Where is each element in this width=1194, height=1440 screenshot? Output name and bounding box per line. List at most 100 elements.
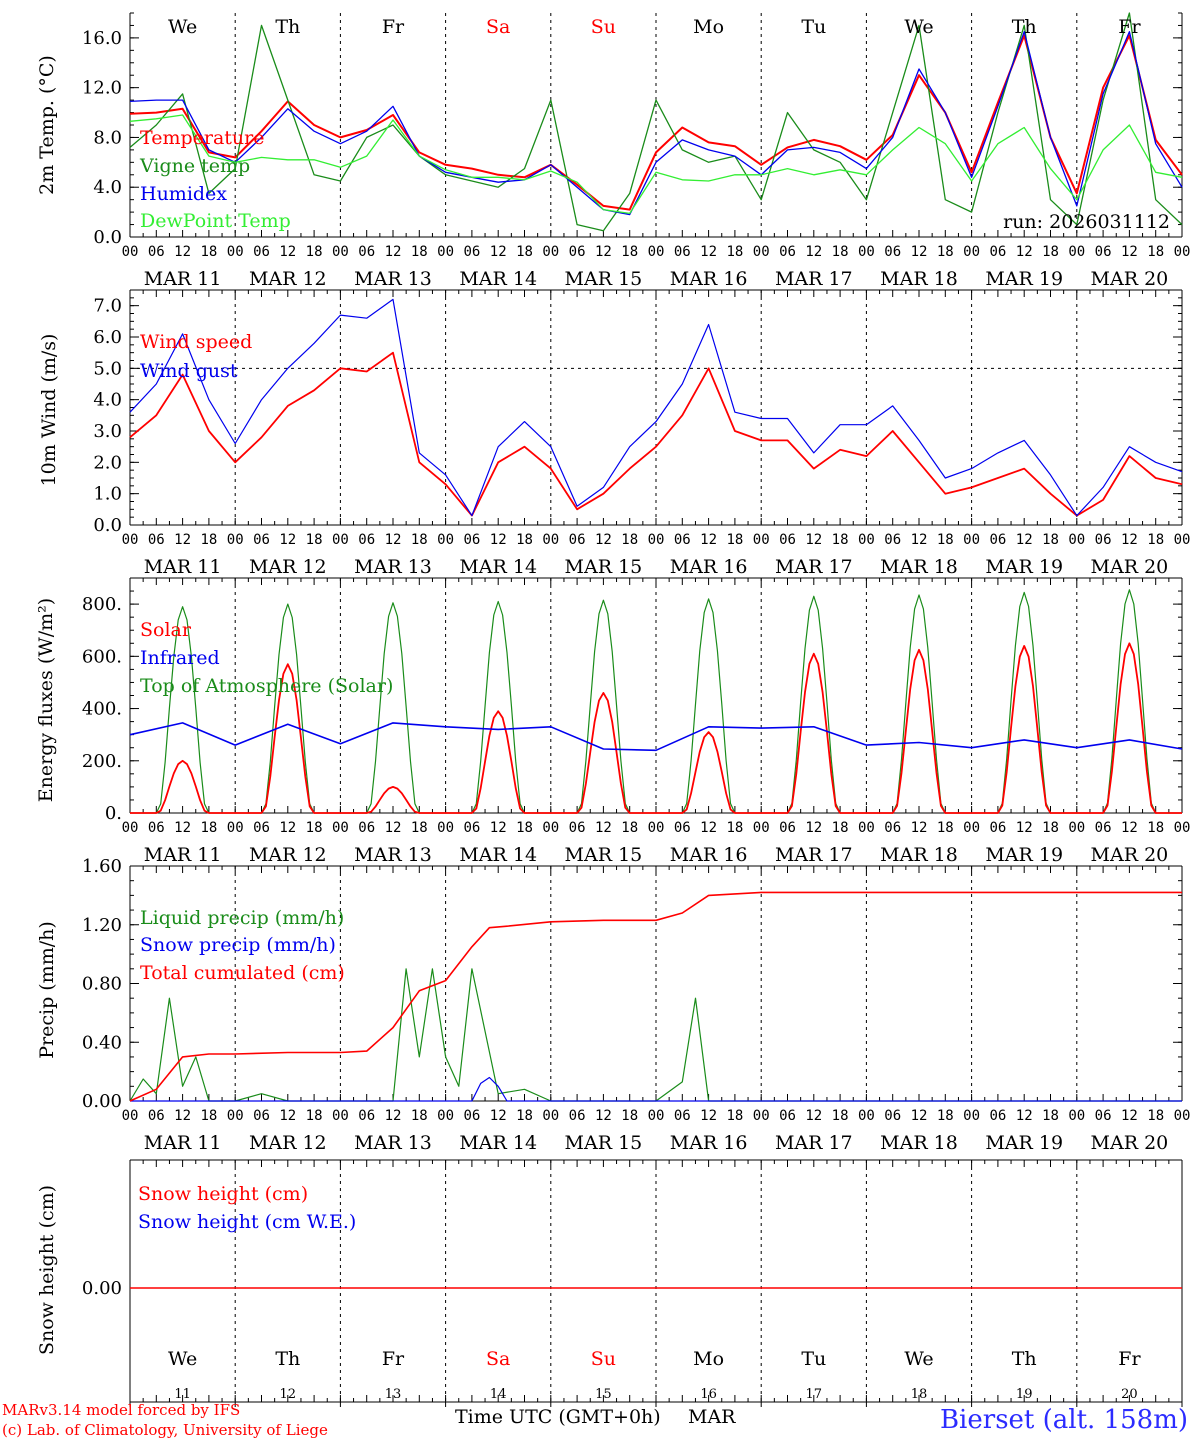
- hour-tick-label: 18: [1042, 244, 1059, 260]
- weekday-label: We: [168, 16, 197, 38]
- total-cumulated-cm-line: [129, 891, 1182, 1102]
- day-number: 20: [1121, 1387, 1138, 1402]
- hour-tick-label: 00: [648, 1108, 665, 1124]
- y-tick-label: 0.0: [93, 227, 122, 248]
- weekday-label: Th: [275, 1348, 300, 1370]
- temperature-axis-title: 2m Temp. (°C): [36, 55, 58, 195]
- y-tick-label: 1.20: [82, 915, 122, 936]
- day-number: 17: [806, 1387, 823, 1402]
- hour-tick-label: 12: [1016, 532, 1033, 548]
- hour-tick-label: 06: [569, 244, 586, 260]
- y-tick-label: 1.60: [82, 856, 122, 877]
- hour-tick-label: 18: [516, 244, 533, 260]
- hour-tick-label: 00: [1068, 532, 1085, 548]
- hour-tick-label: 12: [805, 244, 822, 260]
- date-label: MAR 18: [880, 556, 958, 578]
- wind-speed-line: [129, 351, 1183, 517]
- hour-tick-label: 18: [621, 820, 638, 836]
- date-label: MAR 20: [1091, 1132, 1169, 1154]
- hour-tick-label: 06: [358, 1108, 375, 1124]
- hour-tick-label: 12: [174, 1108, 191, 1124]
- hour-tick-label: 00: [858, 1108, 875, 1124]
- hour-tick-label: 12: [279, 820, 296, 836]
- hour-tick-label: 06: [989, 532, 1006, 548]
- y-tick-label: 400.: [82, 699, 122, 720]
- hour-tick-label: 18: [726, 244, 743, 260]
- hour-tick-label: 18: [306, 244, 323, 260]
- day-number: 14: [490, 1387, 507, 1402]
- y-tick-label: 600.: [82, 646, 122, 667]
- hour-tick-label: 12: [595, 532, 612, 548]
- hour-tick-label: 06: [779, 244, 796, 260]
- day-number: 18: [911, 1387, 928, 1402]
- hour-tick-label: 12: [490, 532, 507, 548]
- hour-tick-label: 00: [753, 1108, 770, 1124]
- hour-tick-label: 06: [463, 244, 480, 260]
- energy-axis-title: Energy fluxes (W/m²): [35, 598, 57, 802]
- day-number: 15: [595, 1387, 612, 1402]
- weekday-label: We: [168, 1348, 197, 1370]
- wind-axis-title: 10m Wind (m/s): [38, 334, 60, 487]
- hour-tick-label: 06: [674, 244, 691, 260]
- hour-tick-label: 18: [1147, 532, 1164, 548]
- weekday-label: We: [904, 1348, 933, 1370]
- hour-tick-label: 18: [1042, 532, 1059, 548]
- weekday-label: Fr: [382, 1348, 405, 1370]
- hour-tick-label: 18: [832, 1108, 849, 1124]
- date-label: MAR 16: [670, 268, 748, 290]
- hour-tick-label: 18: [621, 1108, 638, 1124]
- hour-tick-label: 06: [674, 820, 691, 836]
- hour-tick-label: 00: [648, 820, 665, 836]
- date-label: MAR 17: [775, 556, 853, 578]
- month-label: MAR: [688, 1406, 736, 1428]
- hour-tick-label: 00: [963, 1108, 980, 1124]
- hour-tick-label: 06: [148, 820, 165, 836]
- hour-tick-label: 00: [648, 244, 665, 260]
- hour-tick-label: 06: [253, 820, 270, 836]
- hour-tick-label: 12: [1121, 532, 1138, 548]
- run-label: run: 2026031112: [1003, 211, 1170, 233]
- y-tick-label: 1.0: [93, 484, 122, 505]
- weekday-label: Fr: [1118, 16, 1141, 38]
- hour-tick-label: 00: [1174, 820, 1191, 836]
- hour-tick-label: 06: [884, 532, 901, 548]
- precip-panel: 0.00 0.40 0.80 1.20 1.60 00 06 12 18 MAR 11 00 06 12…: [36, 856, 1190, 1154]
- hour-tick-label: 12: [279, 532, 296, 548]
- weekday-label: Fr: [382, 16, 405, 38]
- date-label: MAR 14: [459, 1132, 537, 1154]
- hour-tick-label: 06: [253, 244, 270, 260]
- hour-tick-label: 18: [306, 1108, 323, 1124]
- hour-tick-label: 18: [832, 820, 849, 836]
- hour-tick-label: 18: [200, 1108, 217, 1124]
- energy-panel: 0. 200. 400. 600. 800. 00 06 12 18 MAR 11 00 06 12 18…: [35, 577, 1191, 866]
- y-tick-label: 4.0: [93, 177, 122, 198]
- date-label: MAR 20: [1091, 556, 1169, 578]
- hour-tick-label: 18: [937, 820, 954, 836]
- date-label: MAR 20: [1091, 268, 1169, 290]
- date-label: MAR 13: [354, 1132, 432, 1154]
- hour-tick-label: 06: [463, 1108, 480, 1124]
- date-label: MAR 16: [670, 556, 748, 578]
- hour-tick-label: 06: [463, 820, 480, 836]
- hour-tick-label: 18: [1147, 820, 1164, 836]
- y-tick-label: 4.0: [93, 390, 122, 411]
- y-tick-label: 800.: [82, 594, 122, 615]
- legend-solar: Solar: [140, 619, 192, 641]
- date-label: MAR 14: [459, 844, 537, 866]
- y-tick-label: 2.0: [93, 452, 122, 473]
- hour-tick-label: 06: [1095, 244, 1112, 260]
- hour-tick-label: 00: [753, 820, 770, 836]
- hour-tick-label: 00: [437, 820, 454, 836]
- hour-tick-label: 00: [437, 1108, 454, 1124]
- hour-tick-label: 18: [516, 532, 533, 548]
- hour-tick-label: 00: [1068, 244, 1085, 260]
- hour-tick-label: 12: [700, 532, 717, 548]
- wind-gust-line: [129, 298, 1183, 517]
- hour-tick-label: 00: [963, 532, 980, 548]
- weekday-label: Mo: [693, 1348, 724, 1370]
- hour-tick-label: 00: [858, 820, 875, 836]
- date-label: MAR 18: [880, 844, 958, 866]
- hour-tick-label: 06: [779, 820, 796, 836]
- hour-tick-label: 18: [726, 820, 743, 836]
- weekday-label: Th: [275, 16, 300, 38]
